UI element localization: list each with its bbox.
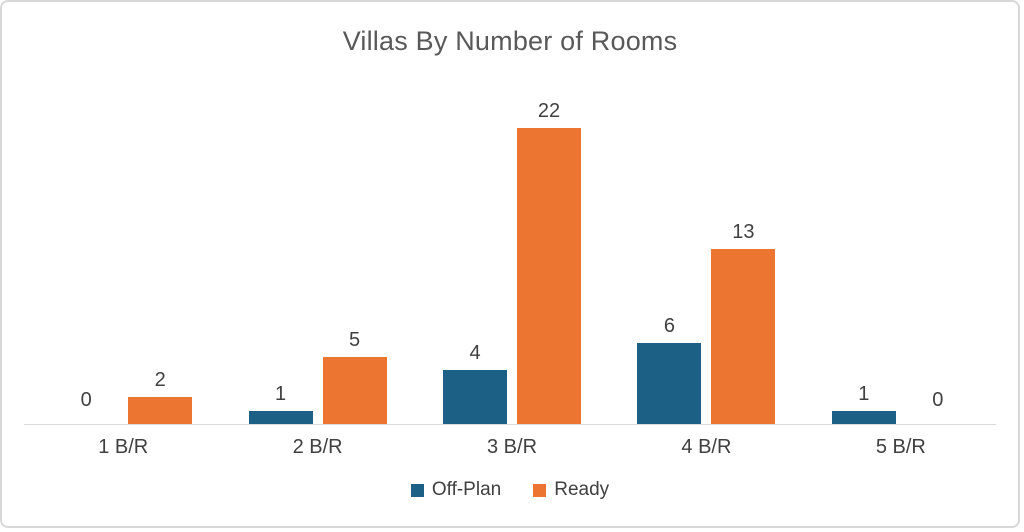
x-axis-label: 1 B/R xyxy=(98,436,149,458)
x-axis-label: 2 B/R xyxy=(292,436,343,458)
bar-value-label: 5 xyxy=(349,329,361,351)
bar-slot: 1 xyxy=(831,88,896,424)
legend-label: Off-Plan xyxy=(431,479,502,500)
bar-value-label: 4 xyxy=(469,342,481,364)
x-axis-line xyxy=(24,424,996,425)
bar-value-label: 1 xyxy=(275,383,287,405)
legend-item-off-plan: Off-Plan xyxy=(410,479,502,501)
bar-off-plan-2-b-r xyxy=(248,411,313,424)
bar-value-label: 13 xyxy=(732,221,755,243)
x-axis-label: 5 B/R xyxy=(875,436,926,458)
legend-swatch-icon xyxy=(533,483,547,497)
bar-value-label: 0 xyxy=(80,389,92,411)
legend-label: Ready xyxy=(554,479,610,500)
bar-value-label: 6 xyxy=(663,315,675,337)
legend-item-ready: Ready xyxy=(533,479,609,501)
bar-ready-2-b-r xyxy=(322,357,387,424)
chart-title: Villas By Number of Rooms xyxy=(342,26,678,56)
bar-ready-4-b-r xyxy=(711,249,776,424)
bar-ready-1-b-r xyxy=(128,397,193,424)
bar-off-plan-5-b-r xyxy=(831,411,896,424)
x-axis-labels: 1 B/R 2 B/R 3 B/R 4 B/R 5 B/R xyxy=(26,436,998,459)
bar-value-label: 22 xyxy=(537,100,561,122)
x-axis-label: 3 B/R xyxy=(487,436,538,458)
legend: Off-Plan Ready xyxy=(2,479,1018,501)
bar-slot: 1 xyxy=(248,88,313,424)
bar-group-3-b-r: 4 22 xyxy=(415,88,609,424)
bar-group-4-b-r: 6 13 xyxy=(609,88,803,424)
x-axis-label: 4 B/R xyxy=(681,436,732,458)
bar-value-label: 1 xyxy=(858,383,870,405)
bar-slot: 2 xyxy=(128,88,193,424)
bar-slot: 13 xyxy=(711,88,776,424)
legend-swatch-icon xyxy=(410,483,424,497)
plot-area: 0 2 1 5 4 22 6 13 1 0 xyxy=(26,88,998,424)
bar-value-label: 0 xyxy=(932,389,944,411)
bar-slot: 0 xyxy=(54,88,118,424)
bar-slot: 6 xyxy=(637,88,702,424)
bar-value-label: 2 xyxy=(154,369,166,391)
bar-slot: 4 xyxy=(443,88,508,424)
bar-off-plan-3-b-r xyxy=(443,370,508,424)
bar-slot: 0 xyxy=(906,88,970,424)
bar-ready-3-b-r xyxy=(517,128,582,424)
bar-slot: 5 xyxy=(322,88,387,424)
bar-slot: 22 xyxy=(517,88,582,424)
bar-off-plan-4-b-r xyxy=(637,343,702,424)
